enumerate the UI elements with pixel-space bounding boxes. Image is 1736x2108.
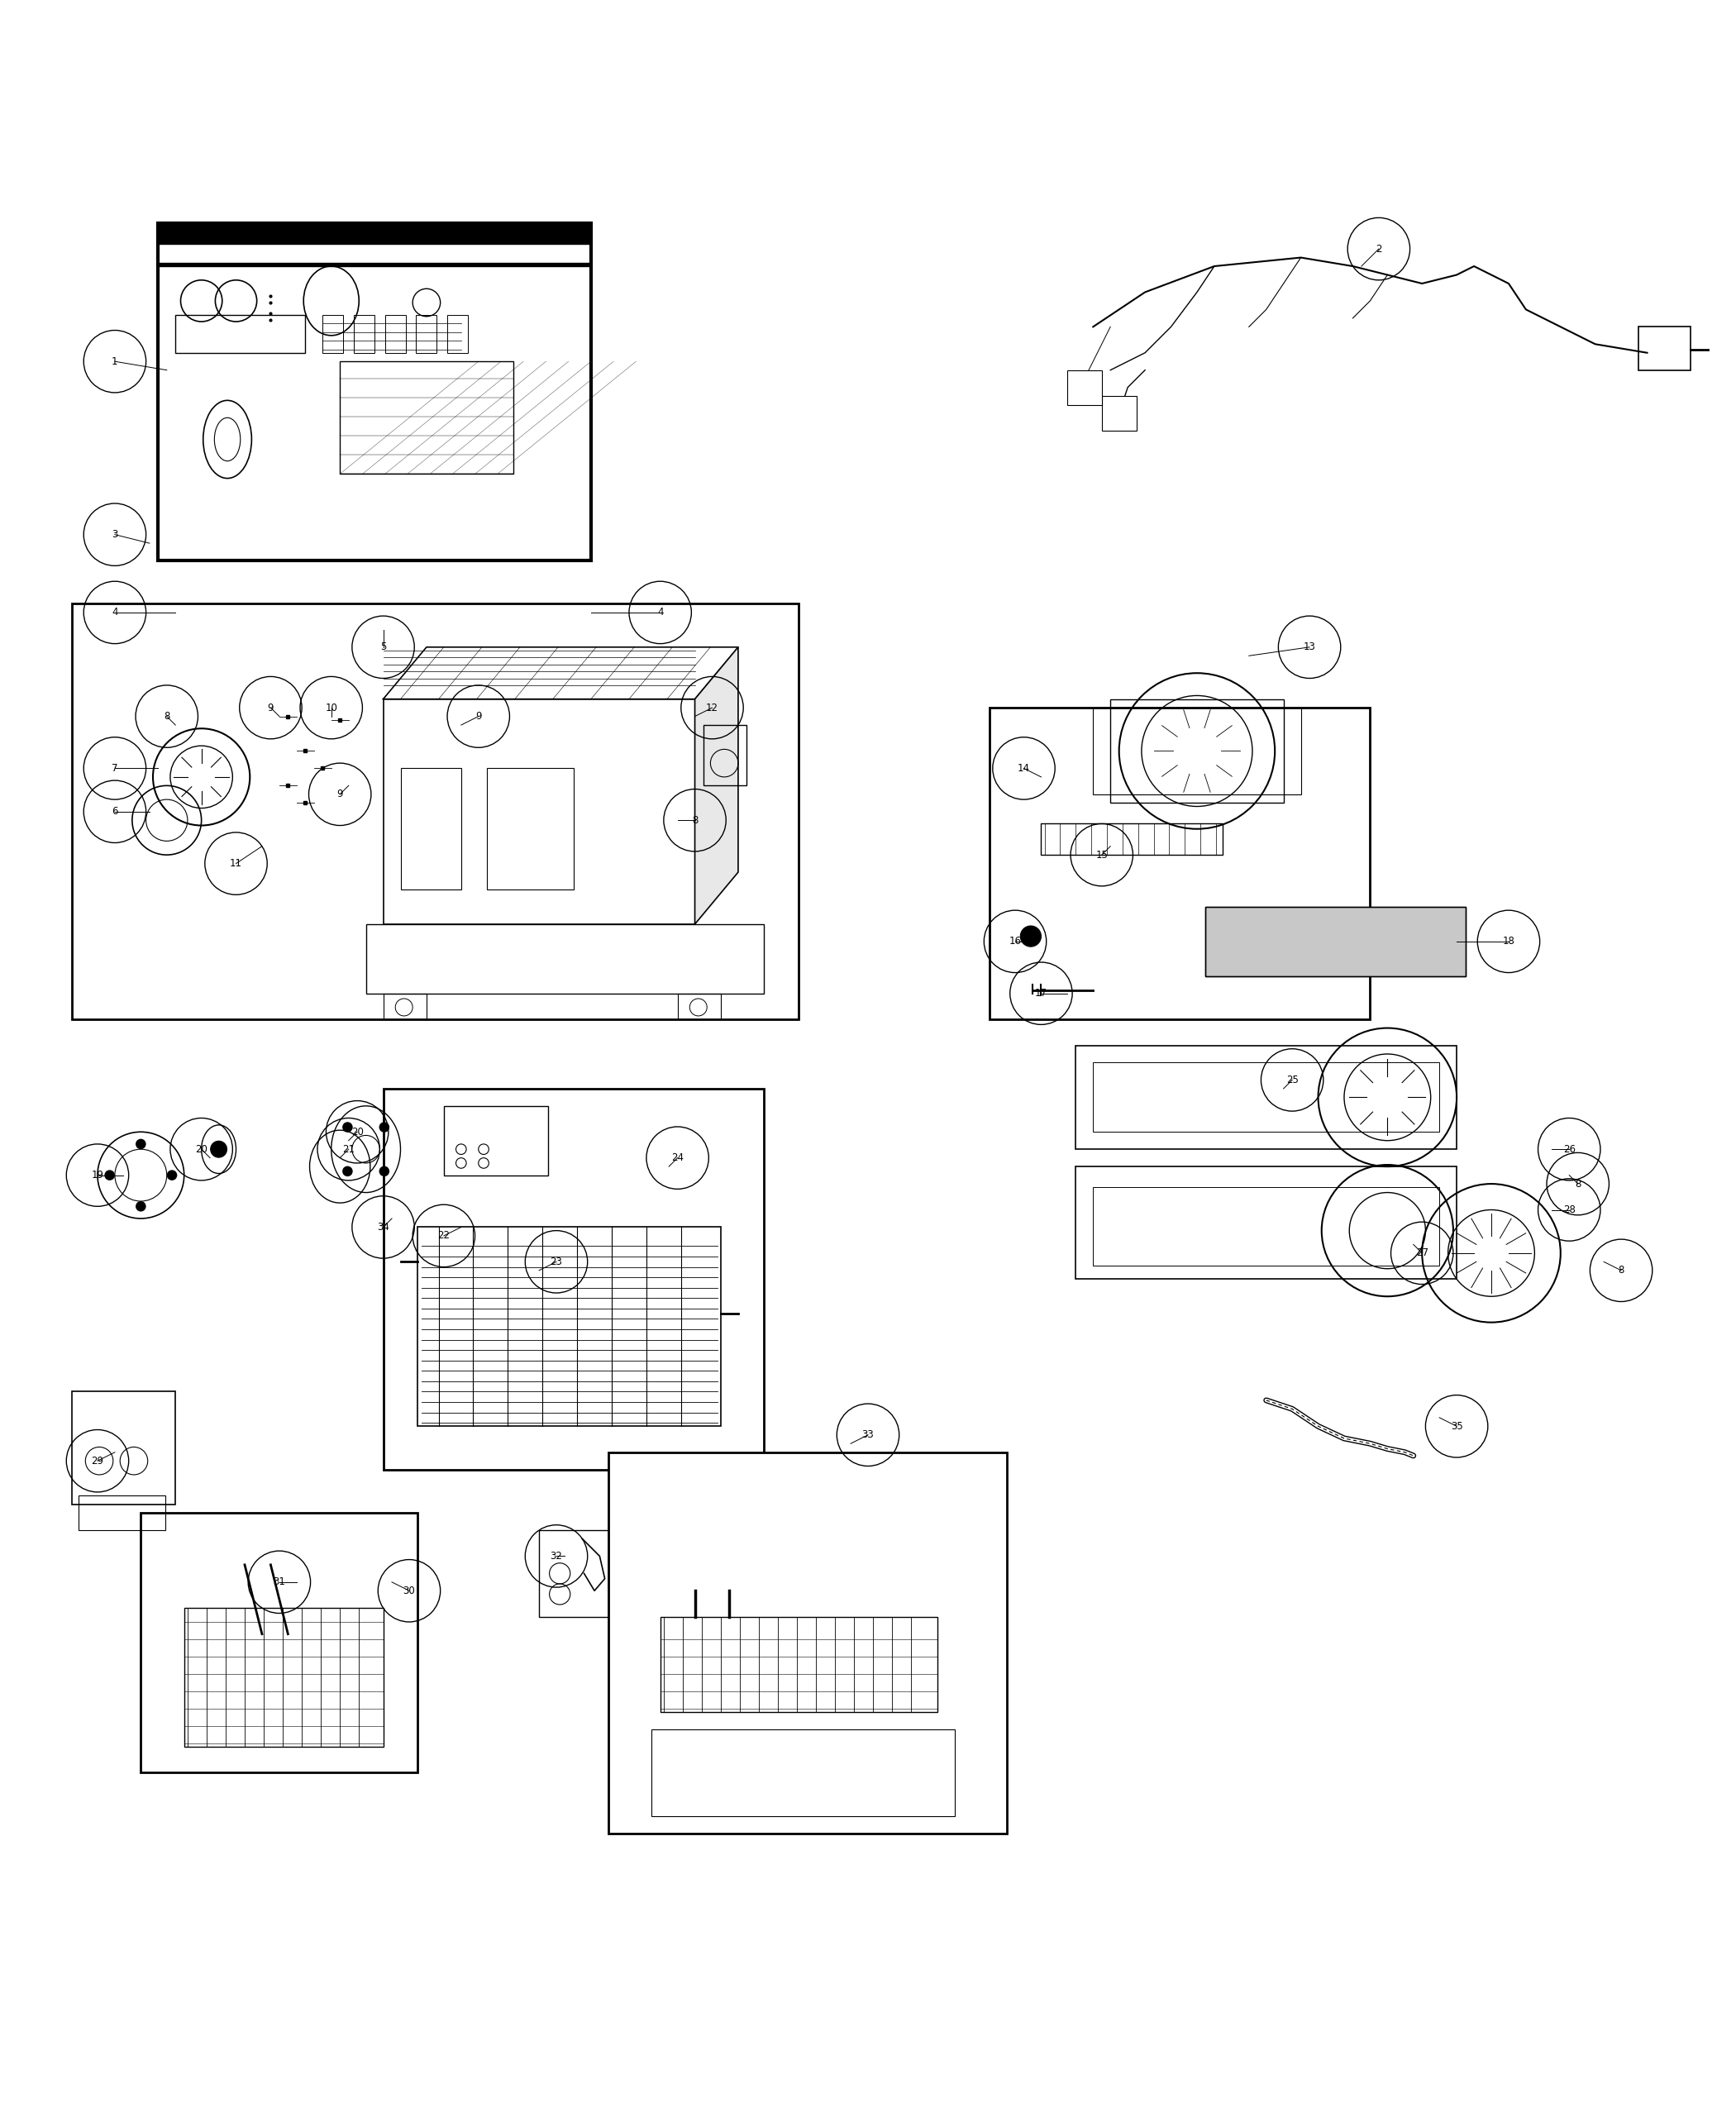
- Text: 21: 21: [342, 1145, 354, 1155]
- Text: 6: 6: [111, 805, 118, 818]
- Text: 12: 12: [707, 702, 719, 713]
- Text: 33: 33: [861, 1429, 875, 1440]
- Text: 3: 3: [111, 529, 118, 540]
- FancyBboxPatch shape: [158, 223, 590, 561]
- Circle shape: [135, 1138, 146, 1149]
- Bar: [418, 1227, 720, 1427]
- Text: 14: 14: [1017, 763, 1029, 774]
- Circle shape: [342, 1121, 352, 1132]
- Bar: [384, 700, 694, 923]
- Bar: [340, 360, 514, 474]
- Text: 1: 1: [111, 356, 118, 367]
- Text: 7: 7: [111, 763, 118, 774]
- Bar: [385, 314, 406, 352]
- Text: 29: 29: [92, 1455, 104, 1467]
- Bar: [1111, 700, 1283, 803]
- Circle shape: [378, 1121, 389, 1132]
- Polygon shape: [384, 647, 738, 700]
- Text: 5: 5: [380, 641, 385, 653]
- Polygon shape: [694, 647, 738, 923]
- Text: 8: 8: [693, 816, 698, 826]
- Text: 13: 13: [1304, 641, 1316, 653]
- Bar: [660, 1617, 937, 1712]
- Bar: [1094, 708, 1300, 795]
- Bar: [175, 314, 306, 352]
- Bar: [1205, 906, 1465, 976]
- Text: 27: 27: [1417, 1248, 1429, 1258]
- Bar: [444, 1107, 547, 1174]
- Bar: [1094, 1187, 1439, 1265]
- Bar: [158, 223, 590, 245]
- Text: 20: 20: [194, 1145, 208, 1155]
- Circle shape: [378, 1166, 389, 1176]
- Bar: [540, 1530, 608, 1617]
- Bar: [71, 1391, 175, 1505]
- Text: 8: 8: [1575, 1178, 1581, 1189]
- Text: 23: 23: [550, 1256, 562, 1267]
- Text: 22: 22: [437, 1231, 450, 1242]
- Bar: [158, 264, 590, 266]
- Text: 10: 10: [325, 702, 337, 713]
- Bar: [1102, 396, 1137, 430]
- FancyBboxPatch shape: [141, 1514, 418, 1773]
- Text: 19: 19: [92, 1170, 104, 1180]
- Text: 32: 32: [550, 1551, 562, 1562]
- Bar: [78, 1495, 165, 1530]
- Circle shape: [135, 1202, 146, 1212]
- Bar: [401, 767, 462, 890]
- Text: 20: 20: [351, 1126, 363, 1138]
- Bar: [651, 1729, 955, 1815]
- Bar: [1205, 906, 1465, 976]
- Bar: [1639, 327, 1691, 371]
- Circle shape: [104, 1170, 115, 1180]
- Text: 9: 9: [337, 788, 344, 799]
- Text: 11: 11: [229, 858, 243, 868]
- Text: 9: 9: [476, 710, 481, 721]
- Bar: [488, 767, 573, 890]
- Circle shape: [210, 1140, 227, 1157]
- Bar: [417, 314, 437, 352]
- Bar: [448, 314, 469, 352]
- Text: 9: 9: [267, 702, 274, 713]
- Text: 4: 4: [658, 607, 663, 618]
- Text: 25: 25: [1286, 1075, 1299, 1086]
- Bar: [677, 993, 720, 1020]
- Text: 35: 35: [1451, 1421, 1463, 1431]
- Text: 8: 8: [1618, 1265, 1625, 1275]
- Text: 4: 4: [111, 607, 118, 618]
- Text: 34: 34: [377, 1223, 389, 1233]
- Bar: [703, 725, 746, 786]
- Text: 24: 24: [672, 1153, 684, 1164]
- Text: 15: 15: [1095, 850, 1108, 860]
- Bar: [354, 314, 375, 352]
- Bar: [1068, 371, 1102, 405]
- FancyBboxPatch shape: [71, 603, 799, 1020]
- Text: 31: 31: [273, 1577, 285, 1587]
- Text: 18: 18: [1502, 936, 1516, 946]
- FancyBboxPatch shape: [608, 1452, 1007, 1834]
- Text: 17: 17: [1035, 989, 1047, 999]
- Bar: [384, 993, 427, 1020]
- Text: 30: 30: [403, 1585, 415, 1596]
- Text: 2: 2: [1375, 245, 1382, 255]
- Text: 16: 16: [1009, 936, 1021, 946]
- Circle shape: [342, 1166, 352, 1176]
- Bar: [1076, 1046, 1457, 1149]
- Circle shape: [167, 1170, 177, 1180]
- Bar: [1042, 824, 1222, 856]
- Bar: [323, 314, 344, 352]
- Text: 28: 28: [1562, 1204, 1575, 1214]
- Bar: [1094, 1062, 1439, 1132]
- Bar: [1076, 1166, 1457, 1280]
- Bar: [366, 923, 764, 993]
- Text: 26: 26: [1562, 1145, 1576, 1155]
- FancyBboxPatch shape: [384, 1088, 764, 1469]
- FancyBboxPatch shape: [990, 708, 1370, 1020]
- Text: 8: 8: [163, 710, 170, 721]
- Circle shape: [1021, 925, 1042, 946]
- Bar: [184, 1608, 384, 1748]
